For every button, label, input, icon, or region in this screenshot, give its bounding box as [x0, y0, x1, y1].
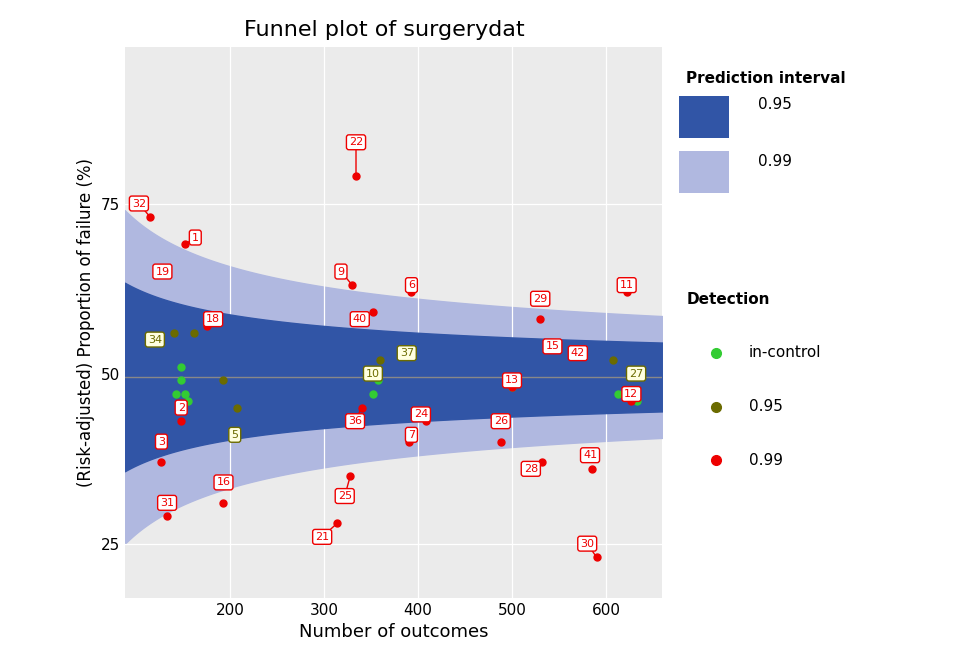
Text: 18: 18 [206, 314, 220, 324]
Text: 28: 28 [524, 464, 538, 474]
Text: 41: 41 [583, 450, 597, 460]
Text: 25: 25 [338, 491, 351, 501]
Text: 0.95: 0.95 [758, 97, 792, 112]
Text: Prediction interval: Prediction interval [686, 71, 846, 85]
Text: in-control: in-control [749, 345, 822, 360]
FancyBboxPatch shape [680, 151, 730, 193]
Text: 6: 6 [408, 280, 415, 290]
Text: 26: 26 [493, 416, 508, 426]
Text: 5: 5 [231, 430, 238, 439]
Text: 7: 7 [408, 430, 415, 439]
Text: 13: 13 [505, 376, 519, 385]
Text: 1: 1 [192, 233, 199, 243]
Text: 16: 16 [217, 477, 230, 487]
Text: Funnel plot of surgerydat: Funnel plot of surgerydat [244, 20, 524, 40]
Text: 9: 9 [337, 267, 345, 277]
Text: 29: 29 [533, 294, 547, 304]
FancyBboxPatch shape [680, 96, 730, 138]
Text: 32: 32 [132, 198, 146, 208]
Text: 40: 40 [352, 314, 367, 324]
Text: Detection: Detection [686, 292, 770, 307]
Text: 15: 15 [545, 341, 560, 351]
Text: 34: 34 [148, 335, 162, 345]
Text: 12: 12 [624, 389, 638, 399]
Text: 0.99: 0.99 [758, 154, 792, 169]
Text: 27: 27 [629, 368, 643, 378]
Text: 10: 10 [366, 368, 380, 378]
Y-axis label: (Risk-adjusted) Proportion of failure (%): (Risk-adjusted) Proportion of failure (%… [77, 158, 95, 487]
Text: 31: 31 [160, 498, 174, 508]
X-axis label: Number of outcomes: Number of outcomes [299, 624, 489, 642]
Text: 37: 37 [399, 348, 414, 358]
Text: 2: 2 [178, 403, 184, 413]
Text: 30: 30 [580, 539, 594, 548]
Text: 42: 42 [570, 348, 585, 358]
Text: 19: 19 [156, 267, 170, 277]
Text: 22: 22 [348, 137, 363, 147]
Text: 3: 3 [158, 437, 165, 447]
Text: 0.95: 0.95 [749, 399, 782, 414]
Text: 36: 36 [348, 416, 362, 426]
Text: 21: 21 [315, 532, 329, 542]
Text: 0.99: 0.99 [749, 453, 782, 468]
Text: 11: 11 [620, 280, 634, 290]
Text: 24: 24 [414, 409, 428, 419]
